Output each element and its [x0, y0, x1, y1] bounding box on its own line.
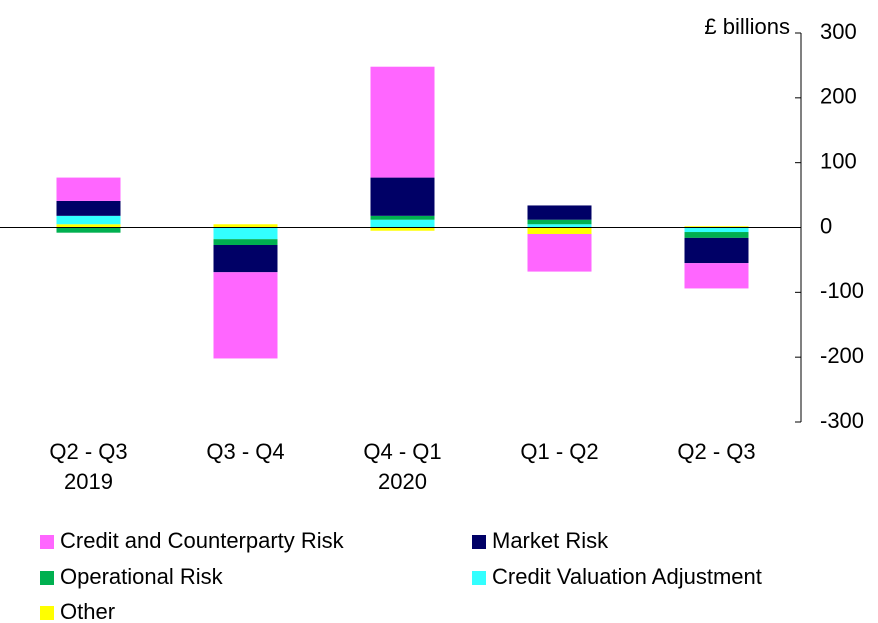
bar-segment	[684, 232, 749, 238]
bar-segment	[56, 215, 121, 225]
x-tick-label: Q1 - Q2	[520, 439, 599, 464]
bar-segment	[527, 219, 592, 225]
y-tick-label: -100	[820, 278, 864, 303]
bar-segment	[56, 177, 121, 201]
y-axis-label: £ billions	[704, 14, 790, 39]
bar-segment	[527, 224, 592, 228]
legend-swatch	[40, 535, 54, 549]
y-tick-label: 200	[820, 84, 857, 109]
x-tick-label: Q2 - Q3	[677, 439, 756, 464]
bar-segment	[527, 227, 592, 234]
x-tick-label: Q3 - Q4	[206, 439, 285, 464]
legend-label: Credit Valuation Adjustment	[492, 564, 762, 589]
legend-label: Market Risk	[492, 528, 609, 553]
legend-swatch	[40, 606, 54, 620]
bar-segment	[213, 239, 278, 246]
bar-segment	[370, 177, 435, 216]
bar-segment	[56, 224, 121, 228]
y-tick-label: -300	[820, 408, 864, 433]
bar-segment	[527, 233, 592, 272]
bar-segment	[370, 227, 435, 231]
y-tick-label: 300	[820, 19, 857, 44]
bar-segment	[684, 226, 749, 228]
legend-swatch	[472, 535, 486, 549]
y-tick-label: 0	[820, 213, 832, 238]
bar-segment	[370, 219, 435, 228]
y-tick-label: -200	[820, 343, 864, 368]
bar-segment	[527, 205, 592, 220]
bar-segment	[213, 227, 278, 240]
bar-segment	[684, 237, 749, 264]
bar-segment	[370, 66, 435, 178]
bar-segment	[684, 227, 749, 233]
x-tick-label: Q2 - Q3 2019	[49, 439, 128, 494]
legend-label: Credit and Counterparty Risk	[60, 528, 345, 553]
bar-segment	[56, 200, 121, 216]
bar-segment	[213, 224, 278, 228]
y-tick-label: 100	[820, 148, 857, 173]
bar-segment	[213, 272, 278, 359]
x-tick-label: Q4 - Q1 2020	[363, 439, 442, 494]
bar-segment	[684, 263, 749, 289]
legend-label: Other	[60, 599, 115, 623]
legend-swatch	[40, 571, 54, 585]
bar-segment	[370, 215, 435, 220]
legend-label: Operational Risk	[60, 564, 224, 589]
bar-segment	[213, 245, 278, 273]
legend-swatch	[472, 571, 486, 585]
bar-segment	[56, 227, 121, 233]
